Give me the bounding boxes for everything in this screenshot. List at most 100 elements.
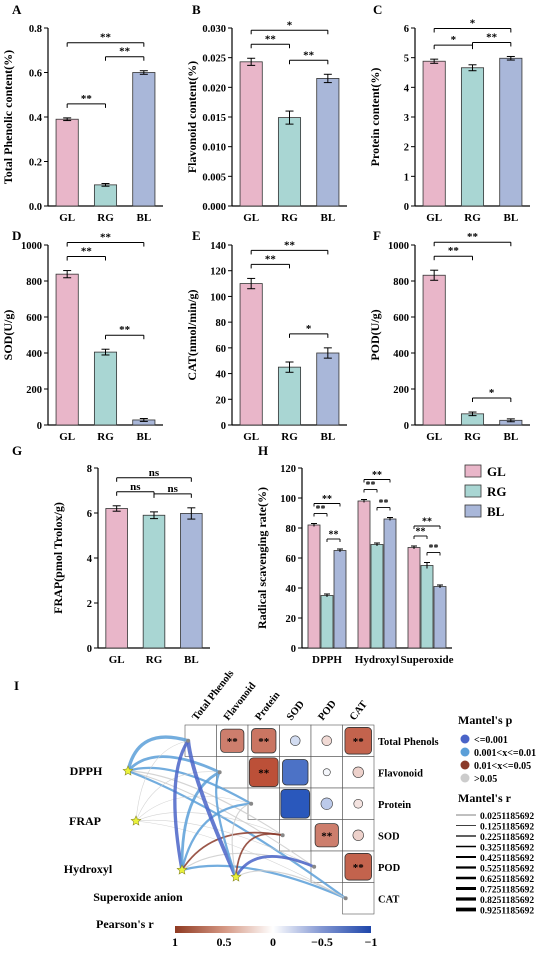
matrix-cell bbox=[342, 787, 375, 820]
y-tick-label: 0.010 bbox=[202, 143, 226, 154]
matrix-row-label: SOD bbox=[378, 831, 400, 842]
y-tick-label: 100 bbox=[280, 494, 296, 505]
y-tick-label: 100 bbox=[210, 292, 226, 303]
corr-circle bbox=[320, 797, 333, 810]
sig-label: ** bbox=[366, 480, 376, 491]
corr-sig-label: ** bbox=[353, 736, 365, 748]
pearson-tick-label: 0.5 bbox=[217, 935, 232, 949]
mantel-link bbox=[235, 833, 283, 878]
y-tick-label: 400 bbox=[393, 349, 409, 360]
mantel-link bbox=[234, 855, 315, 878]
y-tick-label: 60 bbox=[286, 554, 297, 565]
target-node bbox=[249, 801, 254, 806]
mantel-r-label: 0.5251185692 bbox=[480, 865, 534, 875]
y-tick-label: 0.000 bbox=[202, 202, 226, 213]
x-tick-label: RG bbox=[281, 212, 298, 224]
panel-letter: E bbox=[192, 228, 201, 243]
corr-square bbox=[314, 823, 339, 848]
x-tick-label: BL bbox=[320, 431, 335, 443]
y-tick-label: 80 bbox=[216, 318, 227, 329]
y-tick-label: 0.025 bbox=[202, 54, 226, 65]
y-axis-label: CAT(nmol/min/g) bbox=[185, 289, 199, 380]
y-axis-label: Flavonoid content(%) bbox=[185, 61, 199, 173]
mantel-link bbox=[180, 802, 252, 871]
corr-sig-label: ** bbox=[258, 736, 270, 748]
legend-swatch-bl bbox=[464, 504, 482, 518]
panel-letter: F bbox=[373, 228, 381, 243]
mantel-link bbox=[126, 755, 221, 774]
corr-circle bbox=[353, 798, 364, 809]
y-tick-label: 2 bbox=[87, 599, 92, 610]
x-tick-label: GL bbox=[59, 431, 75, 443]
x-tick-label: GL bbox=[426, 212, 442, 224]
target-node bbox=[186, 738, 191, 743]
matrix-cell bbox=[216, 756, 249, 789]
bar-rg bbox=[277, 117, 302, 207]
matrix-row-label: Total Phenols bbox=[378, 737, 439, 748]
y-tick-label: 0.4 bbox=[29, 113, 43, 124]
bar-rg bbox=[93, 351, 118, 426]
matrix-cell bbox=[279, 819, 312, 852]
env-label: FRAP bbox=[69, 814, 101, 828]
bar-bl bbox=[316, 78, 340, 207]
pearson-tick-label: 1 bbox=[172, 935, 178, 949]
y-tick-label: 0.6 bbox=[29, 69, 42, 80]
y-tick-label: 0 bbox=[37, 421, 42, 432]
mantel-p-label: <=0.001 bbox=[474, 735, 508, 746]
mantel-link bbox=[127, 766, 252, 805]
y-tick-label: 0.005 bbox=[202, 172, 226, 183]
y-tick-label: 80 bbox=[286, 524, 297, 535]
x-tick-label: BL bbox=[320, 212, 335, 224]
bar-rg-hydroxyl bbox=[370, 544, 384, 649]
mantel-link bbox=[173, 739, 190, 871]
corr-sig-label: ** bbox=[321, 830, 333, 842]
mantel-link bbox=[231, 803, 252, 878]
sig-label: ** bbox=[448, 245, 460, 257]
sig-label: ** bbox=[81, 246, 93, 258]
y-tick-label: 800 bbox=[26, 277, 42, 288]
y-tick-label: 40 bbox=[216, 370, 227, 381]
matrix-col-label: CAT bbox=[348, 699, 370, 723]
corr-square bbox=[251, 728, 277, 754]
legend-swatch-gl bbox=[464, 464, 482, 478]
pearson-title: Pearson's r bbox=[96, 917, 154, 931]
y-tick-label: 6 bbox=[404, 24, 409, 35]
y-tick-label: 5 bbox=[404, 54, 409, 65]
sig-label: ** bbox=[316, 504, 326, 515]
x-tick-label: RG bbox=[464, 212, 481, 224]
x-tick-label: Hydroxyl bbox=[355, 654, 399, 666]
mantel-link bbox=[180, 770, 221, 871]
y-axis-label: SOD(U/g) bbox=[1, 310, 15, 361]
sig-label: ns bbox=[149, 467, 160, 479]
mantel-link bbox=[135, 740, 189, 822]
env-node-star-icon bbox=[122, 765, 134, 776]
matrix-cell bbox=[247, 787, 280, 820]
bar-gl-superoxide bbox=[407, 547, 421, 649]
corr-circle bbox=[352, 766, 364, 778]
x-tick-label: BL bbox=[136, 212, 151, 224]
mantel-p-title: Mantel's p bbox=[458, 713, 513, 727]
pearson-tick-label: 0 bbox=[270, 935, 276, 949]
sig-label: ** bbox=[372, 470, 382, 481]
mantel-link bbox=[126, 735, 189, 772]
bar-gl-hydroxyl bbox=[357, 500, 371, 649]
x-tick-label: RG bbox=[97, 431, 114, 443]
y-tick-label: 8 bbox=[87, 464, 92, 475]
mantel-link bbox=[186, 740, 238, 878]
bar-gl bbox=[422, 274, 446, 426]
bar-gl bbox=[239, 61, 263, 207]
x-tick-label: BL bbox=[184, 654, 199, 666]
mantel-p-label: >0.05 bbox=[474, 774, 497, 785]
env-label: DPPH bbox=[70, 764, 103, 778]
mantel-r-label: 0.2251185692 bbox=[480, 833, 534, 843]
bar-gl bbox=[55, 118, 79, 207]
y-tick-label: 120 bbox=[210, 267, 226, 278]
y-tick-label: 40 bbox=[286, 584, 297, 595]
panel-letter: A bbox=[12, 2, 22, 17]
panel-letter: B bbox=[192, 2, 201, 17]
corr-square bbox=[344, 727, 372, 755]
corr-square bbox=[248, 757, 279, 788]
corr-square bbox=[344, 853, 372, 881]
mantel-link bbox=[181, 864, 347, 900]
